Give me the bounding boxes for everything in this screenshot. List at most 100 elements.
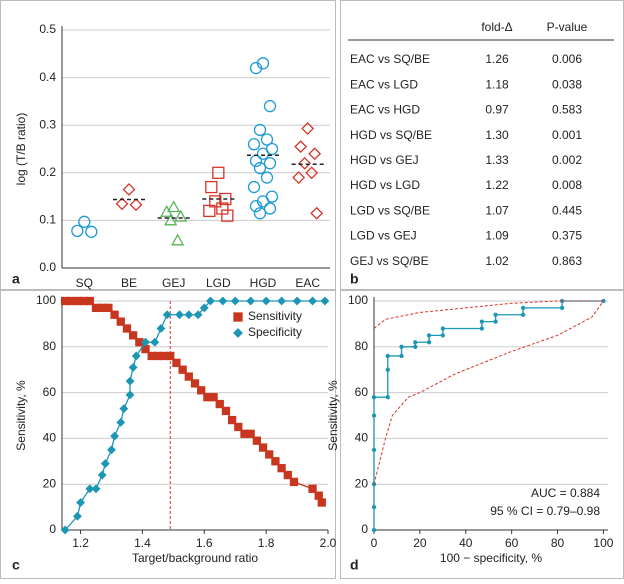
table-cell: EAC vs HGD	[350, 103, 420, 117]
table-cell: 0.863	[552, 254, 582, 268]
table-cell: 1.07	[485, 203, 509, 217]
point	[85, 484, 95, 494]
y-axis-label: log (T/B ratio)	[14, 113, 28, 186]
point	[308, 484, 317, 493]
table-cell: 1.30	[485, 128, 509, 142]
point	[221, 209, 234, 222]
point	[283, 470, 292, 480]
point	[385, 353, 390, 359]
point	[249, 61, 263, 75]
point	[164, 213, 178, 226]
point	[249, 199, 263, 213]
point	[233, 312, 243, 322]
x-tick-label: HGD	[250, 276, 277, 290]
point	[253, 207, 267, 220]
series-line	[373, 300, 604, 485]
point	[119, 404, 129, 414]
point	[233, 328, 243, 338]
y-tick-label: 40	[355, 431, 369, 445]
table-cell: 1.18	[485, 77, 509, 91]
y-tick-label: 0	[49, 522, 56, 536]
y-tick-label: 80	[43, 339, 57, 353]
point	[253, 161, 267, 175]
table-cell: LGD vs GEJ	[350, 229, 417, 243]
x-tick-label: 100	[593, 536, 613, 550]
point	[292, 296, 302, 306]
table-cell: HGD vs LGD	[350, 178, 420, 192]
column-header: P-value	[547, 20, 588, 34]
point	[209, 393, 218, 402]
point	[260, 171, 274, 184]
point	[175, 310, 184, 320]
point	[115, 197, 129, 211]
point	[122, 183, 136, 196]
point	[308, 296, 317, 306]
point	[71, 224, 84, 238]
point	[371, 527, 377, 533]
x-axis-label: Target/background ratio	[132, 551, 258, 565]
point	[246, 296, 256, 306]
y-tick-label: 0	[361, 522, 368, 536]
legend-label: Specificity	[248, 325, 302, 339]
y-axis-label: Sensitivity, %	[14, 380, 28, 451]
point	[107, 445, 116, 455]
x-tick-label: 80	[551, 536, 565, 550]
table-cell: 0.583	[552, 103, 582, 117]
panel-label: c	[12, 557, 20, 573]
x-tick-label: SQ	[76, 276, 93, 290]
point	[371, 395, 377, 400]
point	[100, 459, 110, 469]
table-cell: 0.375	[552, 229, 582, 243]
annotation: 95 % CI = 0.79–0.98	[490, 504, 600, 518]
point	[413, 344, 418, 349]
table-cell: GEJ vs SQ/BE	[350, 254, 429, 268]
point	[399, 353, 404, 359]
point	[413, 340, 418, 345]
point	[479, 326, 484, 331]
point	[85, 225, 98, 238]
point	[60, 525, 70, 535]
point	[310, 206, 324, 220]
point	[206, 296, 215, 306]
point	[426, 340, 432, 345]
point	[116, 417, 126, 427]
table-cell: 1.09	[485, 229, 509, 243]
y-tick-label: 0.2	[39, 165, 56, 179]
point	[265, 450, 274, 459]
point	[371, 413, 377, 418]
series-line	[373, 300, 604, 530]
point	[308, 147, 322, 161]
x-tick-label: 0	[371, 536, 378, 550]
table-cell: 0.445	[552, 203, 582, 217]
point	[125, 376, 135, 386]
point	[247, 138, 261, 151]
point	[399, 344, 404, 349]
point	[440, 333, 445, 338]
point	[317, 498, 326, 507]
y-tick-label: 20	[43, 476, 57, 490]
y-tick-label: 60	[43, 385, 57, 399]
point	[479, 319, 484, 324]
point	[385, 367, 390, 372]
point	[78, 215, 91, 228]
point	[184, 310, 194, 320]
point	[385, 395, 390, 400]
point	[227, 415, 237, 425]
point	[125, 390, 135, 400]
point	[199, 303, 209, 313]
x-tick-label: EAC	[295, 276, 320, 290]
point	[131, 351, 141, 361]
point	[292, 171, 306, 184]
point	[277, 296, 287, 306]
y-tick-label: 0.5	[39, 22, 56, 36]
point	[305, 166, 319, 180]
point	[440, 326, 445, 331]
annotation: AUC = 0.884	[531, 486, 600, 500]
point	[559, 305, 565, 311]
point	[205, 180, 218, 194]
point	[258, 443, 268, 452]
table-cell: 0.006	[552, 52, 582, 66]
panel-frame	[0, 0, 336, 290]
point	[221, 406, 231, 416]
